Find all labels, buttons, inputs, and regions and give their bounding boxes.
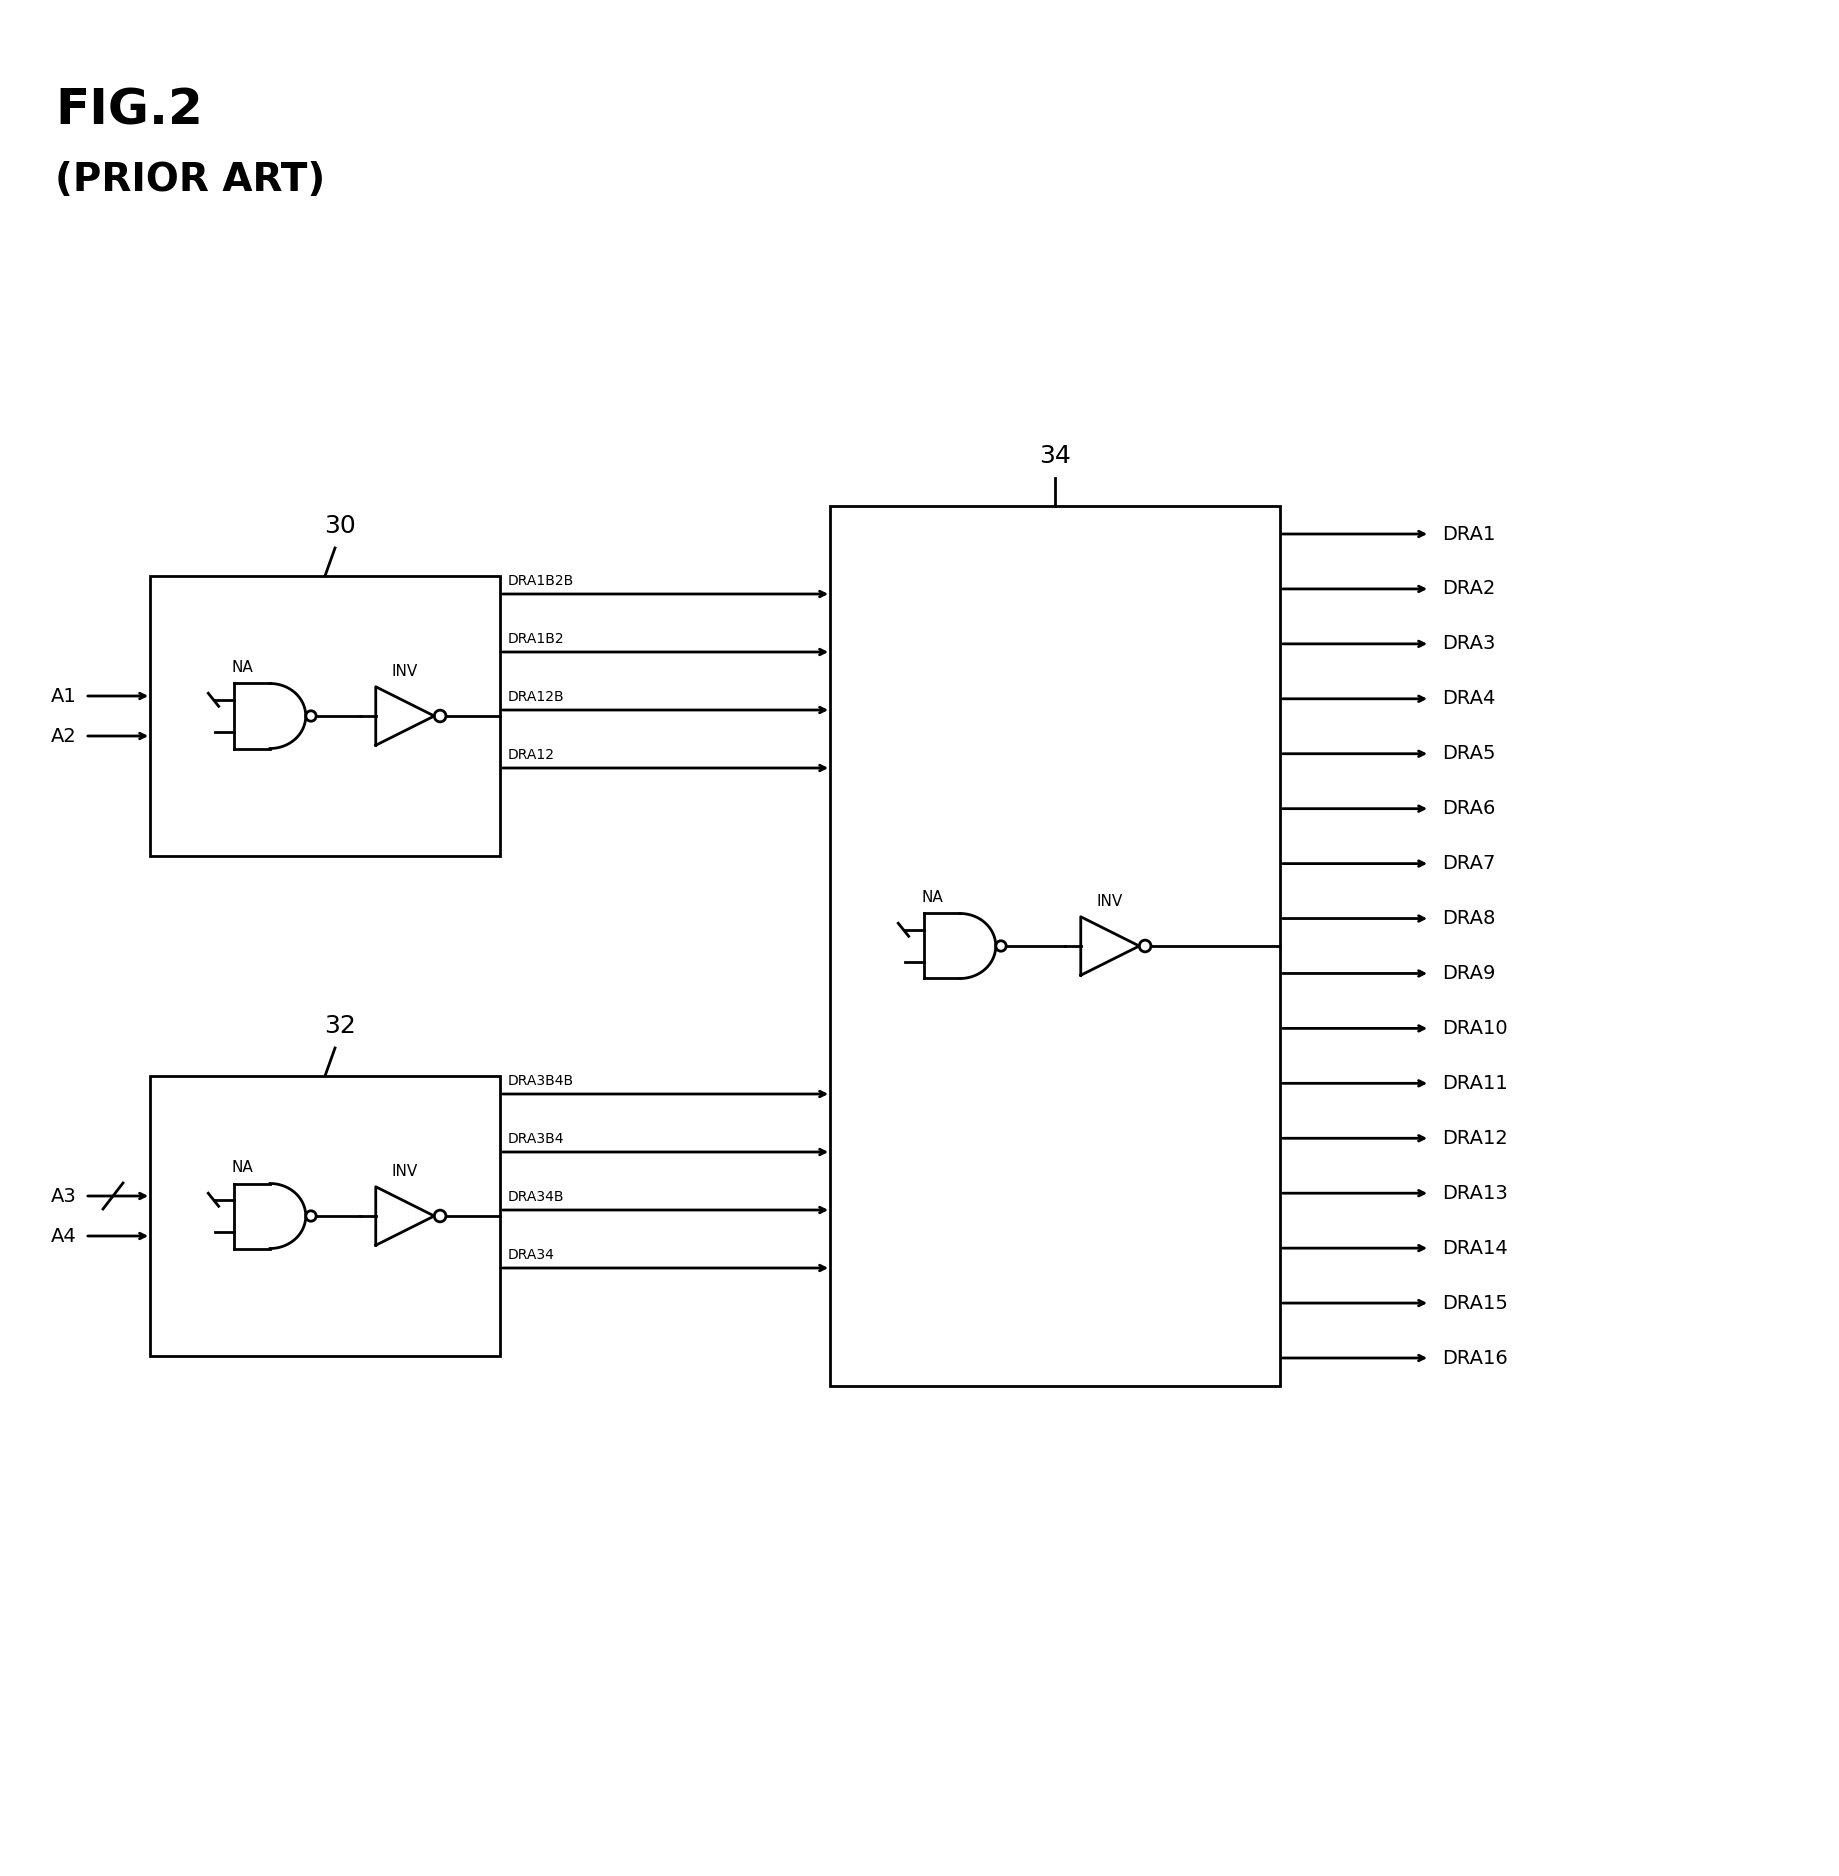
Text: DRA12: DRA12 [1442, 1129, 1508, 1148]
Text: DRA11: DRA11 [1442, 1073, 1508, 1094]
Text: NA: NA [232, 660, 254, 675]
Text: INV: INV [1096, 895, 1124, 910]
Text: DRA12B: DRA12B [508, 690, 565, 704]
Text: DRA34B: DRA34B [508, 1189, 565, 1204]
Text: FIG.2: FIG.2 [55, 86, 202, 133]
Text: DRA1B2: DRA1B2 [508, 632, 565, 645]
Text: DRA3B4B: DRA3B4B [508, 1073, 574, 1088]
Text: DRA34: DRA34 [508, 1248, 555, 1263]
Text: DRA16: DRA16 [1442, 1349, 1508, 1368]
Text: DRA5: DRA5 [1442, 745, 1495, 764]
Text: DRA2: DRA2 [1442, 580, 1495, 598]
Bar [151, 1077, 500, 1356]
Text: (PRIOR ART): (PRIOR ART) [55, 161, 326, 199]
Text: DRA10: DRA10 [1442, 1019, 1508, 1037]
Text: DRA8: DRA8 [1442, 910, 1495, 929]
Text: DRA1: DRA1 [1442, 525, 1495, 544]
Text: DRA9: DRA9 [1442, 964, 1495, 983]
Bar [829, 507, 1280, 1386]
Text: DRA4: DRA4 [1442, 688, 1495, 709]
Text: A1: A1 [51, 687, 77, 705]
Text: DRA12: DRA12 [508, 749, 555, 762]
Text: 34: 34 [1039, 445, 1070, 467]
Text: DRA14: DRA14 [1442, 1238, 1508, 1257]
Text: A4: A4 [51, 1227, 77, 1246]
Text: DRA6: DRA6 [1442, 799, 1495, 818]
Text: 30: 30 [324, 514, 357, 538]
Text: 32: 32 [324, 1015, 357, 1037]
Text: NA: NA [921, 889, 943, 904]
Text: NA: NA [232, 1159, 254, 1174]
Text: DRA3B4: DRA3B4 [508, 1131, 565, 1146]
Text: DRA1B2B: DRA1B2B [508, 574, 574, 587]
Text: INV: INV [392, 1163, 417, 1178]
Text: DRA7: DRA7 [1442, 854, 1495, 872]
Text: A2: A2 [51, 726, 77, 745]
Text: A3: A3 [51, 1186, 77, 1206]
Bar [151, 576, 500, 855]
Text: DRA3: DRA3 [1442, 634, 1495, 653]
Text: DRA13: DRA13 [1442, 1184, 1508, 1203]
Text: DRA15: DRA15 [1442, 1294, 1508, 1313]
Text: INV: INV [392, 664, 417, 679]
